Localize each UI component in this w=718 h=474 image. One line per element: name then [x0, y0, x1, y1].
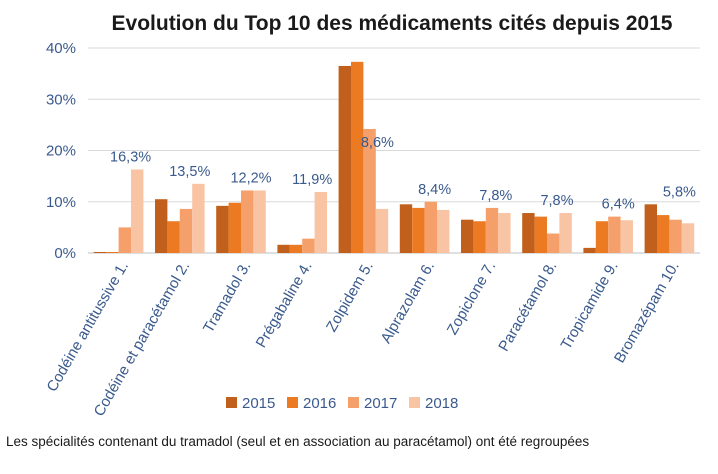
x-tick-label: Prégabaline 4. [253, 259, 316, 351]
x-tick-label: Tramadol 3. [200, 259, 254, 336]
bar-2015-3 [216, 205, 229, 253]
data-label: 8,6% [361, 135, 394, 151]
bar-2016-8 [534, 216, 547, 253]
x-tick-label: Zopiclone 7. [444, 259, 500, 338]
bar-2015-2 [155, 199, 168, 253]
bar-2016-3 [228, 202, 241, 253]
bar-2018-4 [314, 192, 327, 253]
bar-2018-10 [681, 223, 695, 253]
data-label: 8,4% [418, 182, 451, 198]
legend-label-2017: 2017 [364, 395, 397, 412]
legend-swatch-2016 [287, 397, 298, 408]
bar-2018-9 [620, 220, 633, 253]
data-label: 7,8% [479, 188, 512, 204]
bar-2018-6 [437, 209, 450, 253]
y-tick-label: 10% [46, 194, 76, 211]
y-tick-label: 30% [46, 91, 76, 108]
data-label: 11,9% [292, 172, 332, 188]
bar-2015-8 [522, 213, 535, 253]
bar-2015-9 [583, 247, 596, 253]
bar-2017-10 [669, 219, 682, 253]
bar-2017-7 [485, 207, 499, 253]
x-tick-label: Tropicamide 9. [558, 259, 622, 353]
data-label: 6,4% [602, 197, 635, 213]
data-labels-layer: 16,3% 13,5% 12,2% 11,9% 8,6% 8,4% 7,8% 7,8% 6,4%… [110, 135, 696, 213]
bar-2017-9 [608, 216, 621, 253]
data-label: 13,5% [169, 164, 210, 180]
legend-label-2015: 2015 [242, 395, 275, 412]
y-tick-label: 20% [46, 143, 76, 160]
bar-2016-10 [657, 215, 670, 253]
bar-2017-2 [179, 208, 193, 253]
bar-2016-5 [351, 61, 364, 254]
chart-title: Evolution du Top 10 des médicaments cité… [112, 12, 673, 35]
legend-label-2018: 2018 [425, 395, 458, 412]
bar-2017-4 [302, 238, 315, 253]
y-tick-label: 40% [46, 40, 76, 57]
bar-2015-4 [277, 244, 290, 253]
bar-2018-2 [192, 183, 205, 253]
bar-2016-7 [473, 221, 486, 253]
bar-2015-7 [461, 219, 474, 253]
x-tick-label: Alprazolam 6. [377, 258, 438, 346]
bar-2017-8 [547, 233, 560, 253]
x-tick-label: Zolpidem 5. [323, 259, 377, 335]
bar-2016-9 [595, 221, 609, 253]
legend-swatch-2017 [348, 397, 359, 408]
data-label: 12,2% [230, 170, 271, 186]
bar-2016-6 [412, 207, 425, 253]
chart-canvas: Evolution du Top 10 des médicaments cité… [44, 12, 700, 419]
bar-2016-4 [289, 244, 303, 253]
bar-2016-1 [106, 251, 119, 253]
x-tick-label: Paracétamol 8. [495, 259, 560, 355]
bar-2018-5 [375, 208, 389, 253]
bar-2017-5 [363, 128, 376, 253]
data-label: 7,8% [540, 193, 573, 209]
bar-2015-5 [338, 65, 351, 253]
legend-label-2016: 2016 [303, 395, 336, 412]
bar-2018-1 [131, 169, 144, 253]
bar-2017-6 [424, 201, 437, 253]
grid-layer: 0% 10% 20% 30% 40% [46, 40, 700, 262]
bars-layer [93, 61, 695, 254]
data-label: 5,8% [663, 184, 696, 200]
bar-2015-1 [93, 251, 107, 253]
bar-2017-1 [118, 227, 131, 253]
y-tick-label: 0% [54, 245, 76, 262]
legend-swatch-2015 [226, 397, 237, 408]
x-tick-label: Bromazépam 10. [611, 259, 683, 366]
bar-2018-7 [498, 213, 511, 253]
legend-swatch-2018 [409, 397, 420, 408]
footnote: Les spécialités contenant du tramadol (s… [6, 434, 590, 449]
bar-2015-6 [399, 204, 413, 253]
data-label: 16,3% [110, 149, 151, 165]
bar-2016-2 [167, 221, 180, 253]
bar-2018-8 [559, 213, 572, 253]
legend: 2015 2016 2017 2018 [226, 395, 458, 412]
bar-2015-10 [644, 204, 657, 253]
bar-2018-3 [253, 190, 266, 253]
bar-2017-3 [241, 190, 254, 253]
